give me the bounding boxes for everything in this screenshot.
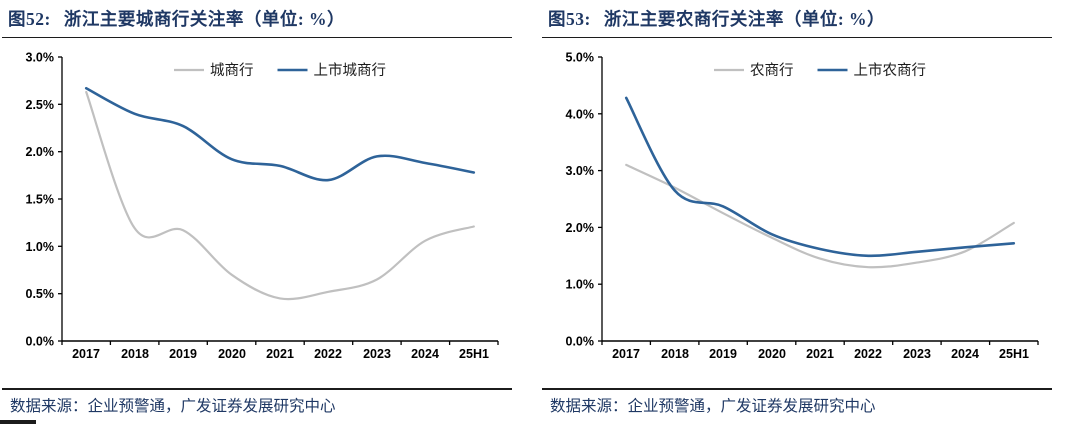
series-line-blue xyxy=(624,96,1016,258)
figure-52-title-text: 浙江主要城商行关注率（单位: %） xyxy=(63,9,346,29)
chart-53-line-chart: 0.0% 1.0% 2.0% 3.0% 4.0% 5.0% 2017 2018 2019 2020… xyxy=(566,51,1039,361)
x-tick-label: 2020 xyxy=(218,347,246,361)
source-note: 数据来源：企业预警通，广发证券发展研究中心 xyxy=(10,398,336,415)
title-underline xyxy=(542,37,1052,38)
y-tick-label: 1.0% xyxy=(26,240,55,254)
y-tick-label: 0.5% xyxy=(26,287,55,301)
figure-53-label: 图53: xyxy=(548,9,591,29)
figure-53-title-text: 浙江主要农商行关注率（单位: %） xyxy=(603,9,886,29)
x-tick-label: 2020 xyxy=(758,347,786,361)
figure-53-title: 图53: 浙江主要农商行关注率（单位: %） xyxy=(548,6,1058,31)
x-tick-label: 25H1 xyxy=(999,347,1029,361)
series-line-blue xyxy=(84,86,476,182)
x-tick-label: 2021 xyxy=(806,347,834,361)
y-tick-label: 0.0% xyxy=(566,335,595,349)
x-tick-label: 2018 xyxy=(661,347,689,361)
chart-52-line-chart: 0.0% 0.5% 1.0% 1.5% 2.0% 2.5% 3.0% 2017 2018 2019… xyxy=(26,51,499,361)
y-tick-label: 3.0% xyxy=(26,51,55,65)
x-tick-label: 2024 xyxy=(411,347,439,361)
x-tick-label: 2017 xyxy=(72,347,100,361)
figure-52: 图52: 浙江主要城商行关注率（单位: %） 0.0% 0.5% 1.0% 1.5% 2.… xyxy=(2,6,518,415)
x-tick-label: 2024 xyxy=(951,347,979,361)
y-tick-label: 3.0% xyxy=(566,164,595,178)
x-tick-label: 2023 xyxy=(903,347,931,361)
x-tick-label: 2019 xyxy=(709,347,737,361)
source-note: 数据来源：企业预警通，广发证券发展研究中心 xyxy=(550,398,876,415)
legend-label: 农商行 xyxy=(750,62,794,79)
x-tick-label: 25H1 xyxy=(459,347,489,361)
x-tick-label: 2019 xyxy=(169,347,197,361)
figure-53: 图53: 浙江主要农商行关注率（单位: %） 0.0% 1.0% 2.0% 3.0% 4.… xyxy=(540,0,1080,424)
legend-label: 城商行 xyxy=(210,62,254,79)
y-tick-label: 2.0% xyxy=(26,145,55,159)
series-line-gray xyxy=(85,90,475,301)
title-underline xyxy=(2,37,512,38)
legend-label: 上市农商行 xyxy=(854,62,927,79)
y-tick-label: 5.0% xyxy=(566,51,595,65)
y-tick-label: 1.0% xyxy=(566,278,595,292)
x-tick-label: 2018 xyxy=(121,347,149,361)
x-tick-label: 2022 xyxy=(854,347,882,361)
x-tick-label: 2017 xyxy=(612,347,640,361)
y-tick-label: 2.5% xyxy=(26,98,55,112)
source-divider xyxy=(2,388,512,390)
x-tick-label: 2023 xyxy=(363,347,391,361)
x-tick-label: 2022 xyxy=(314,347,342,361)
figure-52-label: 图52: xyxy=(8,9,51,29)
figure-52-title: 图52: 浙江主要城商行关注率（单位: %） xyxy=(8,6,518,31)
legend-label: 上市城商行 xyxy=(314,62,387,79)
y-tick-label: 4.0% xyxy=(566,107,595,121)
y-tick-label: 0.0% xyxy=(26,335,55,349)
source-divider xyxy=(542,388,1052,390)
y-tick-label: 2.0% xyxy=(566,221,595,235)
next-figure-rule-stub xyxy=(0,420,36,424)
series-line-gray xyxy=(625,163,1015,269)
x-tick-label: 2021 xyxy=(266,347,294,361)
y-tick-label: 1.5% xyxy=(26,193,55,207)
